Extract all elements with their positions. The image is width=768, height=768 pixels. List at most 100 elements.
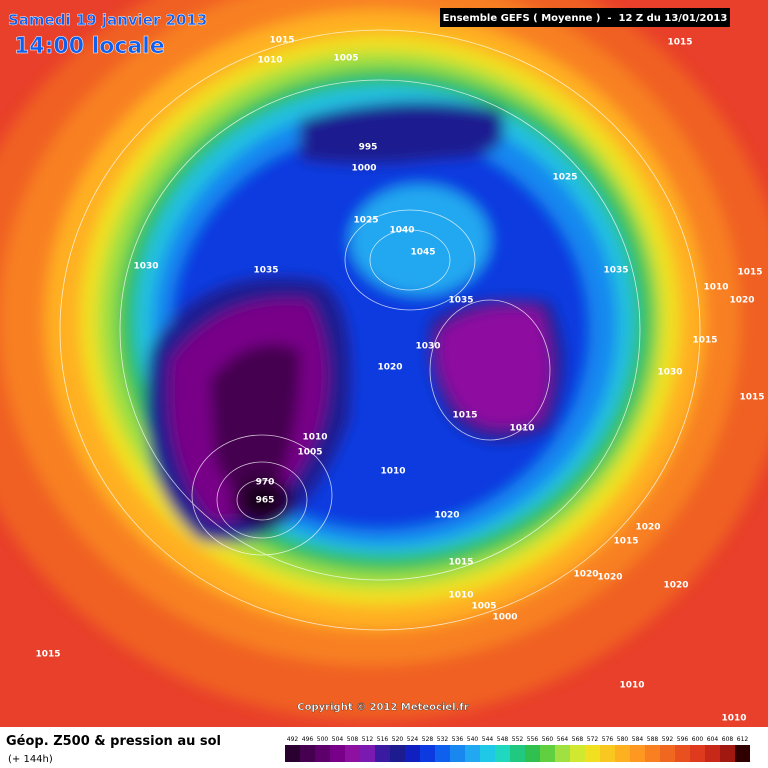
colorbar-cell — [480, 745, 495, 762]
colorbar-cell — [705, 745, 720, 762]
isobar-label: 1010 — [257, 56, 282, 66]
isobar-label: 1005 — [297, 448, 322, 458]
isobar-label: 1010 — [619, 681, 644, 691]
colorbar-tick: 532 — [437, 736, 449, 743]
run-box — [440, 8, 730, 27]
isobar-label: 1010 — [448, 591, 473, 601]
colorbar-cell — [720, 745, 735, 762]
colorbar-tick: 548 — [497, 736, 509, 743]
colorbar-tick: 584 — [632, 736, 644, 743]
isobar-label: 1015 — [739, 393, 764, 403]
isobar-label: 1015 — [269, 36, 294, 46]
isobar-label: 1015 — [737, 268, 762, 278]
isobar-label: 1020 — [663, 581, 688, 591]
isobar-label: 1035 — [603, 266, 628, 276]
colorbar-tick: 588 — [647, 736, 659, 743]
colorbar-tick: 528 — [422, 736, 434, 743]
colorbar-cell — [330, 745, 345, 762]
colorbar-tick: 560 — [542, 736, 554, 743]
colorbar-cell — [450, 745, 465, 762]
colorbar-cell — [345, 745, 360, 762]
colorbar-tick: 512 — [362, 736, 374, 743]
isobar-label: 1035 — [253, 266, 278, 276]
copyright: Copyright © 2012 Meteociel.fr — [297, 702, 468, 713]
colorbar-tick: 496 — [302, 736, 314, 743]
colorbar-cell — [540, 745, 555, 762]
colorbar-cell — [465, 745, 480, 762]
isobar-label: 1020 — [573, 570, 598, 580]
colorbar-cell — [585, 745, 600, 762]
isobar-label: 1005 — [333, 54, 358, 64]
isobar-label: 1015 — [692, 336, 717, 346]
colorbar-tick: 520 — [392, 736, 404, 743]
isobar-label: 1025 — [353, 216, 378, 226]
isobar-label: 1045 — [410, 248, 435, 258]
colorbar-cell — [630, 745, 645, 762]
isobar-label: 1025 — [552, 173, 577, 183]
geopotential-field — [0, 0, 768, 727]
colorbar-cell — [525, 745, 540, 762]
colorbar-cell — [420, 745, 435, 762]
colorbar-tick: 536 — [452, 736, 464, 743]
colorbar-tick: 552 — [512, 736, 524, 743]
colorbar-cell — [285, 745, 300, 762]
colorbar-tick: 516 — [377, 736, 389, 743]
isobar-label: 1030 — [657, 368, 682, 378]
colorbar-tick: 504 — [332, 736, 344, 743]
legend-subtitle: (+ 144h) — [8, 754, 53, 765]
isobar-label: 1015 — [452, 411, 477, 421]
colorbar-cell — [735, 745, 750, 762]
isobar-label: 1020 — [434, 511, 459, 521]
colorbar-tick: 556 — [527, 736, 539, 743]
colorbar-cell — [510, 745, 525, 762]
colorbar-tick: 500 — [317, 736, 329, 743]
isobar-label: 1010 — [380, 467, 405, 477]
isobar-label: 1035 — [448, 296, 473, 306]
isobar-label: 1000 — [351, 164, 376, 174]
colorbar-cell — [660, 745, 675, 762]
date: Samedi 19 janvier 2013 — [8, 11, 207, 29]
isobar-label: 970 — [256, 478, 275, 488]
colorbar-cell — [435, 745, 450, 762]
colorbar-tick: 568 — [572, 736, 584, 743]
colorbar-tick: 492 — [287, 736, 299, 743]
isobar-label: 1000 — [492, 613, 517, 623]
colorbar-cell — [375, 745, 390, 762]
run-info: Ensemble GEFS ( Moyenne ) - 12 Z du 13/0… — [443, 13, 728, 24]
isobar-label: 1020 — [635, 523, 660, 533]
isobar-label: 1015 — [448, 558, 473, 568]
colorbar-cell — [390, 745, 405, 762]
legend-title: Géop. Z500 & pression au sol — [6, 734, 221, 749]
colorbar-cell — [600, 745, 615, 762]
colorbar-tick: 604 — [707, 736, 719, 743]
isobar-label: 1010 — [703, 283, 728, 293]
colorbar-cell — [405, 745, 420, 762]
colorbar-tick: 596 — [677, 736, 689, 743]
colorbar-tick: 576 — [602, 736, 614, 743]
colorbar-cell — [675, 745, 690, 762]
isobar-label: 1010 — [509, 424, 534, 434]
colorbar-tick: 544 — [482, 736, 494, 743]
colorbar-cell — [690, 745, 705, 762]
colorbar-tick: 572 — [587, 736, 599, 743]
colorbar-tick: 508 — [347, 736, 359, 743]
isobar-label: 1005 — [471, 602, 496, 612]
isobar-label: 1020 — [729, 296, 754, 306]
isobar-label: 1030 — [415, 342, 440, 352]
colorbar-cell — [360, 745, 375, 762]
colorbar-cell — [315, 745, 330, 762]
isobar-label: 1020 — [377, 363, 402, 373]
isobar-label: 1015 — [613, 537, 638, 547]
colorbar-cell — [495, 745, 510, 762]
colorbar-cell — [555, 745, 570, 762]
colorbar-tick: 600 — [692, 736, 704, 743]
isobar-label: 1010 — [302, 433, 327, 443]
colorbar-tick: 612 — [737, 736, 749, 743]
colorbar-cell — [615, 745, 630, 762]
isobar-label: 1020 — [597, 573, 622, 583]
colorbar-cell — [645, 745, 660, 762]
time: 14:00 locale — [14, 34, 165, 59]
colorbar-cell — [570, 745, 585, 762]
isobar-label: 1015 — [667, 38, 692, 48]
